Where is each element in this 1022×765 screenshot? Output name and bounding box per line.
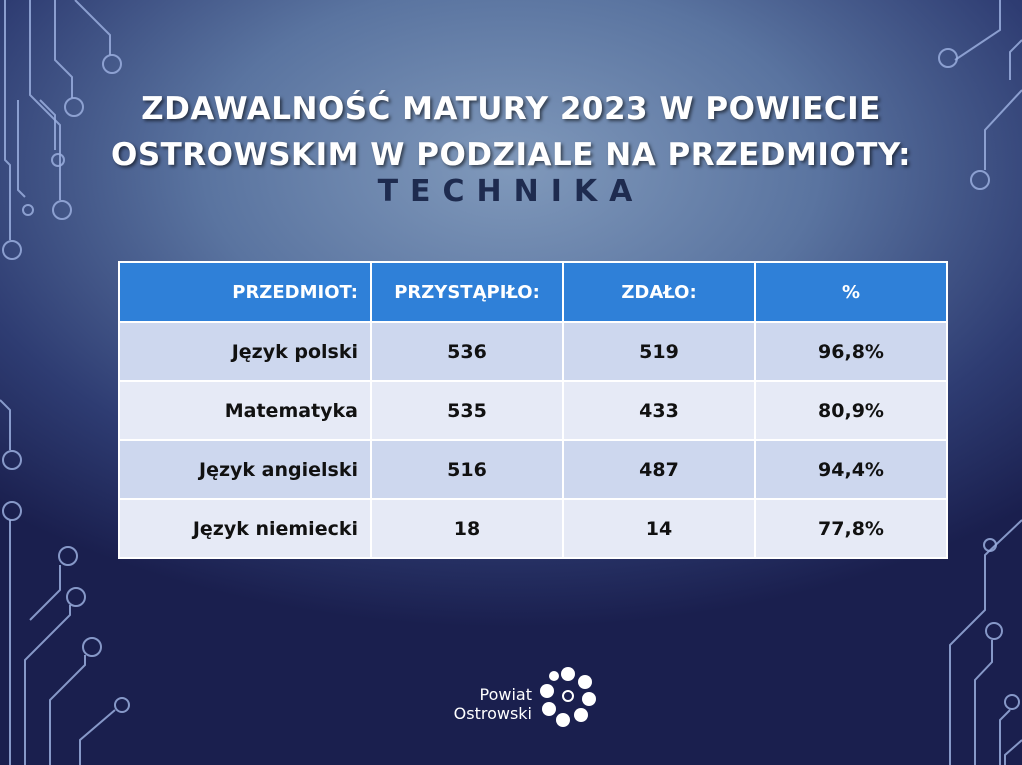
cell-took: 516 — [370, 439, 564, 500]
header-took: PRZYSTĄPIŁO: — [370, 261, 564, 323]
cell-percent: 77,8% — [754, 498, 948, 559]
cell-passed: 433 — [562, 380, 756, 441]
cell-subject: Język niemiecki — [118, 498, 372, 559]
slide-subtitle: TECHNIKA — [377, 174, 645, 209]
cell-percent: 94,4% — [754, 439, 948, 500]
flower-logo-icon — [540, 667, 596, 727]
cell-took: 535 — [370, 380, 564, 441]
cell-subject: Język polski — [118, 321, 372, 382]
logo-text: Powiat Ostrowski — [430, 685, 532, 723]
header-passed: ZDAŁO: — [562, 261, 756, 323]
logo-line-1: Powiat — [479, 685, 532, 704]
cell-subject: Język angielski — [118, 439, 372, 500]
cell-percent: 96,8% — [754, 321, 948, 382]
table-row: Język polski 536 519 96,8% — [118, 321, 948, 382]
cell-took: 18 — [370, 498, 564, 559]
cell-passed: 519 — [562, 321, 756, 382]
table-header-row: PRZEDMIOT: PRZYSTĄPIŁO: ZDAŁO: % — [118, 261, 948, 323]
logo-line-2: Ostrowski — [453, 704, 532, 723]
powiat-logo: Powiat Ostrowski — [430, 665, 600, 735]
header-subject: PRZEDMIOT: — [118, 261, 372, 323]
title-line-2: OSTROWSKIM W PODZIALE NA PRZEDMIOTY: — [110, 137, 912, 173]
cell-took: 536 — [370, 321, 564, 382]
table-row: Język angielski 516 487 94,4% — [118, 439, 948, 500]
cell-passed: 14 — [562, 498, 756, 559]
cell-subject: Matematyka — [118, 380, 372, 441]
cell-percent: 80,9% — [754, 380, 948, 441]
table-row: Język niemiecki 18 14 77,8% — [118, 498, 948, 559]
table-row: Matematyka 535 433 80,9% — [118, 380, 948, 441]
cell-passed: 487 — [562, 439, 756, 500]
header-percent: % — [754, 261, 948, 323]
title-line-1: ZDAWALNOŚĆ MATURY 2023 W POWIECIE — [141, 91, 881, 127]
results-table: PRZEDMIOT: PRZYSTĄPIŁO: ZDAŁO: % Język p… — [118, 261, 948, 559]
slide-title: ZDAWALNOŚĆ MATURY 2023 W POWIECIE OSTROW… — [60, 86, 962, 178]
